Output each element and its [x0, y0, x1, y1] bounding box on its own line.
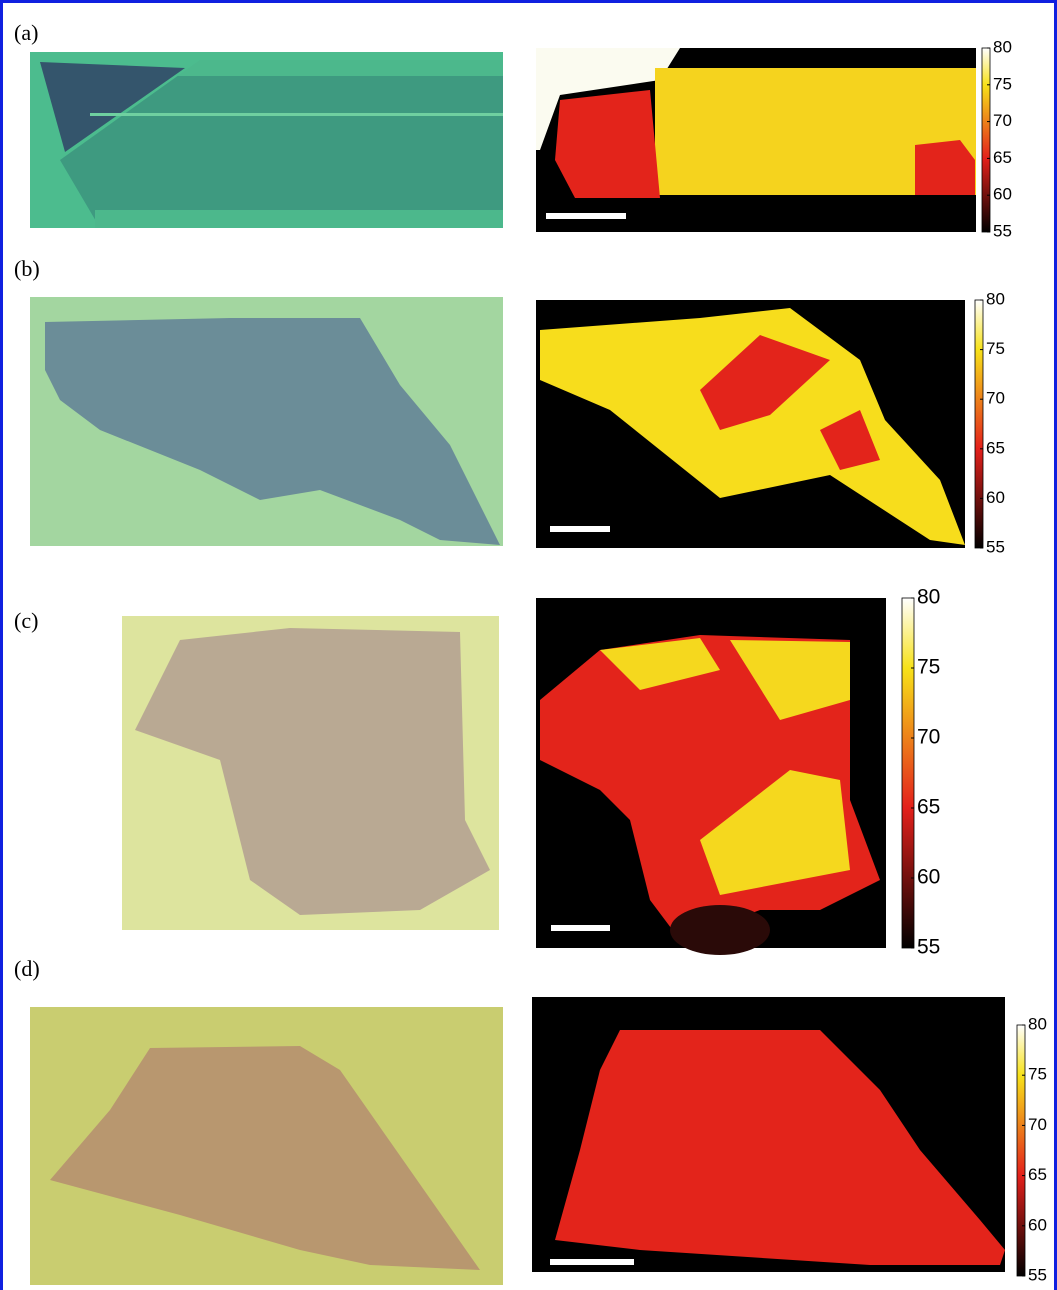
colorbar: [975, 300, 983, 548]
colorbar-tick-label: 60: [993, 185, 1012, 204]
colorbar-tick-label: 55: [1028, 1265, 1047, 1284]
colorbar-tick-label: 75: [986, 339, 1005, 358]
colorbar-tick-label: 55: [986, 537, 1005, 556]
colorbar-tick-label: 75: [993, 74, 1012, 93]
colorbar: [1017, 1025, 1025, 1276]
colorbar-tick-label: 65: [993, 148, 1012, 167]
colorbar-tick-label: 75: [1028, 1065, 1047, 1084]
photo-c: [122, 616, 499, 930]
colorbar-tick-label: 75: [917, 656, 940, 679]
map-d: [532, 997, 1005, 1272]
panel-label: (b): [14, 256, 40, 281]
colorbar-tick-label: 55: [917, 936, 940, 959]
colorbar-tick-label: 60: [1028, 1215, 1047, 1234]
colorbar-tick-label: 70: [986, 389, 1005, 408]
colorbar-tick-label: 65: [917, 796, 940, 819]
colorbar-tick-label: 65: [986, 438, 1005, 457]
colorbar-tick-label: 70: [1028, 1115, 1047, 1134]
colorbar-tick-label: 60: [917, 866, 940, 889]
colorbar-tick-label: 80: [1028, 1014, 1047, 1033]
colorbar: [982, 48, 990, 232]
panel-label: (a): [14, 20, 38, 45]
colorbar-tick-label: 65: [1028, 1165, 1047, 1184]
map-c: [536, 598, 886, 955]
map-a: [536, 48, 976, 232]
panel-label: (d): [14, 956, 40, 981]
photo-a: [30, 52, 503, 228]
colorbar: [902, 598, 914, 948]
colorbar-tick-label: 80: [986, 289, 1005, 308]
colorbar-tick-label: 70: [917, 726, 940, 749]
photo-b: [30, 297, 503, 546]
colorbar-tick-label: 60: [986, 488, 1005, 507]
colorbar-tick-label: 70: [993, 111, 1012, 130]
figure: (a) 80 75 70 65 60 55 (b) 80 75 70 65 60 55 (c) 80 75 70 6…: [0, 0, 1057, 1290]
colorbar-tick-label: 55: [993, 221, 1012, 240]
panel-label: (c): [14, 608, 38, 633]
photo-d: [30, 1007, 503, 1285]
colorbar-tick-label: 80: [993, 37, 1012, 56]
colorbar-tick-label: 80: [917, 586, 940, 609]
map-b: [536, 300, 965, 548]
